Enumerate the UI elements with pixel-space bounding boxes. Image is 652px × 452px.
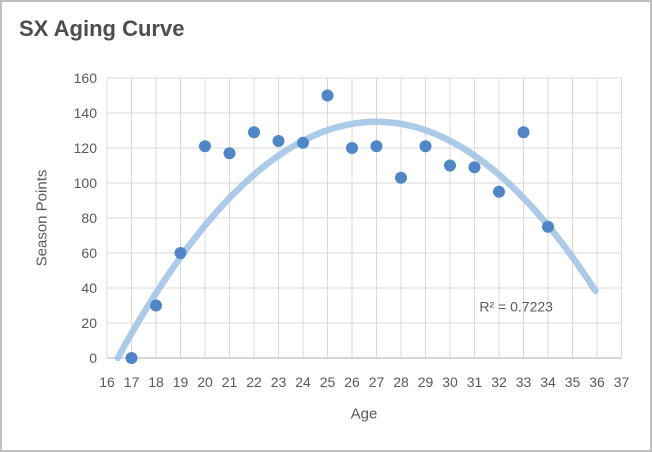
y-tick-label: 40 <box>81 280 97 296</box>
data-point[interactable] <box>272 135 285 147</box>
x-tick-label: 37 <box>614 374 630 390</box>
y-tick-label: 160 <box>74 70 98 86</box>
chart-title: SX Aging Curve <box>19 16 185 41</box>
y-tick-label: 140 <box>74 105 98 121</box>
y-tick-label: 100 <box>74 175 98 191</box>
x-tick-label: 30 <box>442 374 458 390</box>
data-point[interactable] <box>444 159 456 172</box>
data-point[interactable] <box>150 299 162 312</box>
data-point[interactable] <box>199 140 211 153</box>
x-tick-label: 36 <box>589 374 605 390</box>
x-tick-label: 28 <box>393 374 409 390</box>
data-point[interactable] <box>346 142 358 154</box>
x-tick-label: 25 <box>320 374 336 390</box>
x-tick-label: 19 <box>173 374 189 390</box>
data-point[interactable] <box>248 126 260 139</box>
data-point[interactable] <box>517 126 530 139</box>
y-axis-title: Season Points <box>33 169 51 267</box>
y-tick-label: 0 <box>89 350 97 366</box>
data-point[interactable] <box>223 147 236 160</box>
x-tick-label: 24 <box>295 374 311 390</box>
x-axis-title: Age <box>350 405 378 423</box>
data-point[interactable] <box>297 136 309 149</box>
data-point[interactable] <box>419 140 432 153</box>
data-point[interactable] <box>174 247 187 259</box>
data-point[interactable] <box>321 89 334 102</box>
x-tick-label: 33 <box>516 374 532 390</box>
x-tick-label: 23 <box>271 374 287 390</box>
y-tick-label: 80 <box>81 210 97 226</box>
data-point[interactable] <box>493 185 505 198</box>
x-tick-label: 29 <box>418 374 434 390</box>
y-tick-label: 60 <box>81 245 97 261</box>
x-tick-label: 26 <box>344 374 360 390</box>
x-tick-label: 16 <box>99 374 115 390</box>
x-tick-label: 32 <box>491 374 507 390</box>
x-tick-label: 17 <box>124 374 140 390</box>
y-tick-label: 20 <box>81 315 97 331</box>
data-point[interactable] <box>370 140 383 153</box>
x-tick-label: 34 <box>540 374 556 390</box>
x-tick-label: 27 <box>369 374 385 390</box>
x-tick-label: 35 <box>565 374 581 390</box>
r-squared-label: R² = 0.7223 <box>479 298 553 314</box>
data-point[interactable] <box>468 161 481 174</box>
data-point[interactable] <box>125 352 138 364</box>
x-tick-label: 21 <box>222 374 238 390</box>
trendline-curve[interactable] <box>114 118 599 362</box>
y-tick-label: 120 <box>74 140 98 156</box>
data-point[interactable] <box>542 220 554 233</box>
x-tick-label: 18 <box>148 374 164 390</box>
x-tick-label: 20 <box>197 374 213 390</box>
x-tick-label: 22 <box>246 374 262 390</box>
data-point[interactable] <box>395 171 407 184</box>
x-tick-label: 31 <box>467 374 483 390</box>
